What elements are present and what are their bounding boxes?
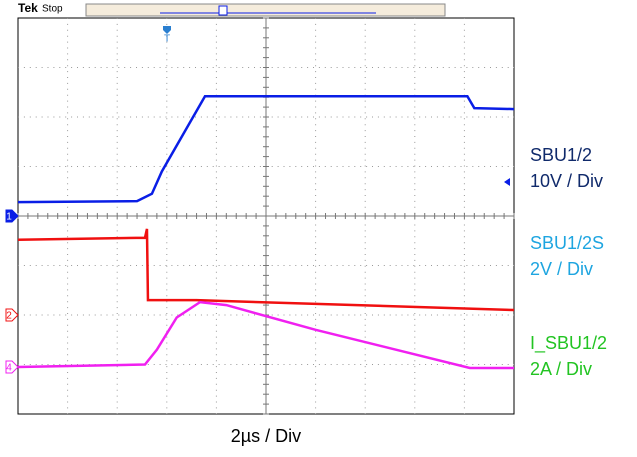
channel-marker [5, 360, 19, 374]
channel-marker [5, 209, 19, 223]
legend-scale: 2V / Div [530, 259, 593, 279]
position-marker [218, 5, 228, 16]
traces: 1 2 4 [5, 94, 515, 374]
legend-name: I_SBU1/2 [530, 333, 607, 354]
channel-marker-label: 1 [6, 212, 12, 223]
trigger-level [504, 178, 510, 186]
legend-scale: 10V / Div [530, 171, 603, 191]
trace [17, 300, 514, 370]
legend: SBU1/2 10V / Div SBU1/2S 2V / Div I_SBU1/2 2A… [530, 145, 607, 379]
x-label: 2µs / Div [231, 426, 301, 446]
trace [17, 94, 515, 204]
channel-marker [5, 308, 19, 322]
brand: Tek [18, 1, 38, 15]
channel-marker-label: 2 [6, 311, 12, 322]
legend-name: SBU1/2S [530, 233, 604, 253]
channel-marker-label: 4 [6, 363, 12, 374]
record-bar [85, 3, 446, 17]
trigger-arrow [163, 26, 171, 34]
legend-name: SBU1/2 [530, 145, 592, 165]
legend-scale: 2A / Div [530, 359, 592, 379]
trigger-marker: T [164, 34, 170, 45]
status: Stop [42, 4, 63, 15]
grid [17, 17, 515, 415]
trace [17, 228, 515, 312]
